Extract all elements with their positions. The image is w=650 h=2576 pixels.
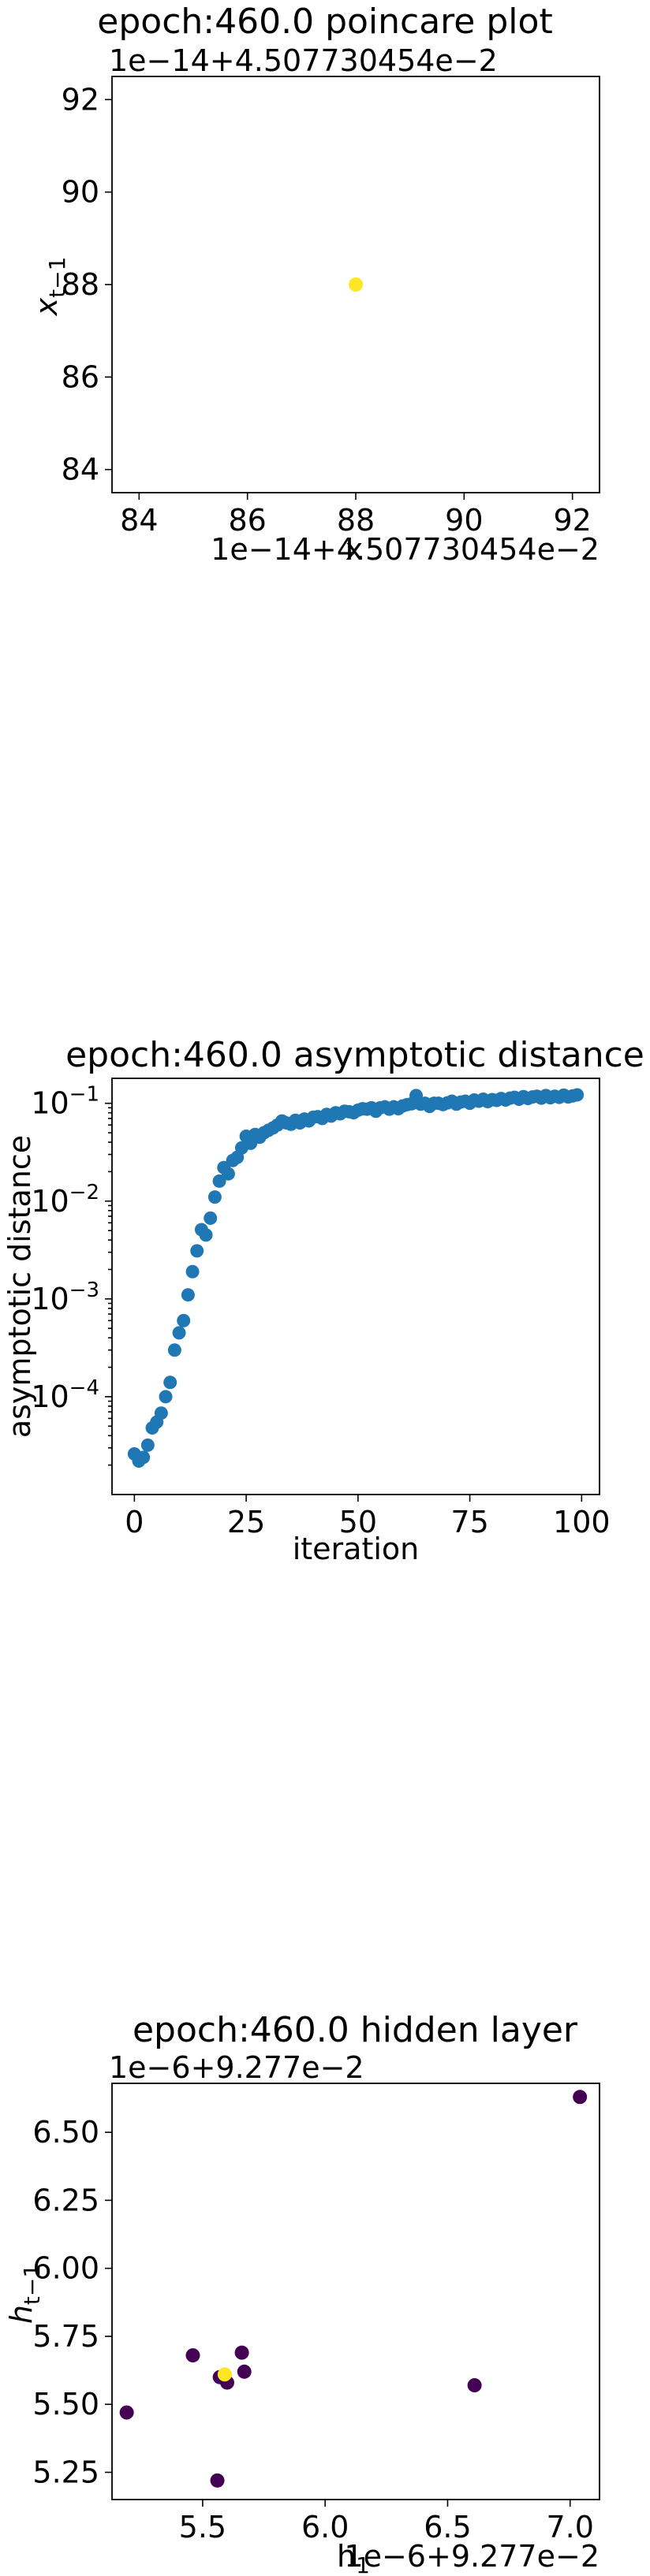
y-tick-label: 10−4: [31, 1376, 99, 1414]
data-point: [185, 2348, 200, 2363]
data-point: [154, 1406, 168, 1420]
x-axis-label: x: [346, 532, 364, 567]
y-tick-label: 10−3: [31, 1279, 99, 1316]
y-tick-label: 5.50: [32, 2387, 99, 2422]
y-tick-label: 6.25: [32, 2183, 99, 2217]
data-point: [217, 2367, 232, 2382]
data-point: [570, 1088, 585, 1102]
y-axis-label: xt−1: [29, 257, 70, 317]
data-point: [185, 1264, 200, 1279]
data-point: [140, 1438, 155, 1452]
y-tick-label: 6.00: [32, 2251, 99, 2286]
x-tick-label: 5.5: [179, 2510, 226, 2544]
plot-frame: [111, 76, 600, 493]
y-tick-label: 5.75: [32, 2319, 99, 2354]
chart-title: epoch:460.0 poincare plot: [97, 2, 552, 42]
x-axis-label: h1: [337, 2539, 370, 2576]
x-tick-label: 90: [445, 503, 483, 538]
data-point: [212, 1174, 226, 1188]
data-point: [204, 1211, 218, 1225]
y-tick-label: 6.50: [32, 2115, 99, 2150]
y-tick-label: 90: [62, 175, 99, 210]
y-tick-label: 10−2: [31, 1181, 99, 1219]
y-offset-label: 1e−14+4.507730454e−2: [109, 43, 498, 78]
data-point: [181, 1288, 195, 1302]
x-offset-label: 1e−6+9.277e−2: [344, 2539, 600, 2574]
data-point: [221, 1167, 235, 1181]
x-axis-label: iteration: [293, 1532, 420, 1566]
y-axis-label: asymptotic distance: [2, 1135, 37, 1438]
x-tick-label: 6.0: [301, 2510, 349, 2544]
data-point: [163, 1375, 177, 1390]
y-tick-label: 88: [62, 267, 99, 302]
x-tick-label: 50: [339, 1505, 377, 1539]
x-tick-label: 86: [228, 503, 266, 538]
y-tick-label: 86: [62, 359, 99, 394]
data-point: [190, 1244, 204, 1258]
data-point: [573, 2090, 588, 2105]
x-tick-label: 6.5: [424, 2510, 471, 2544]
chart-title: epoch:460.0 asymptotic distance: [65, 1035, 644, 1075]
data-point: [207, 1190, 222, 1204]
x-tick-label: 88: [337, 503, 375, 538]
data-point: [234, 2345, 249, 2360]
y-tick-label: 10−1: [31, 1083, 99, 1121]
x-tick-label: 84: [120, 503, 158, 538]
data-point: [172, 1326, 186, 1340]
poincare-plot-chart: epoch:460.0 poincare plot 1e−14+4.507730…: [29, 2, 600, 567]
data-point: [167, 1343, 181, 1357]
data-point: [159, 1390, 173, 1404]
data-point: [210, 2473, 225, 2488]
data-point: [136, 1450, 151, 1465]
y-offset-label: 1e−6+9.277e−2: [109, 2050, 364, 2085]
data-point: [467, 2378, 482, 2393]
plot-frame: [111, 1078, 600, 1495]
y-axis-label: ht−1: [4, 2264, 45, 2324]
x-tick-label: 92: [553, 503, 591, 538]
x-tick-label: 25: [227, 1505, 265, 1539]
x-tick-label: 7.0: [547, 2510, 594, 2544]
data-point: [237, 2364, 252, 2379]
data-point: [199, 1228, 213, 1242]
hidden-layer-chart: epoch:460.0 hidden layer 1e−6+9.277e−2 5…: [4, 2010, 600, 2576]
y-tick-label: 84: [62, 452, 99, 487]
data-point: [119, 2405, 134, 2420]
data-point: [349, 277, 363, 292]
plot-frame: [111, 2083, 600, 2500]
chart-title: epoch:460.0 hidden layer: [133, 2010, 578, 2050]
asymptotic-distance-chart: epoch:460.0 asymptotic distance 10−1 10−2…: [2, 1035, 644, 1566]
x-tick-label: 100: [553, 1505, 611, 1539]
data-point: [177, 1313, 191, 1327]
y-tick-label: 5.25: [32, 2455, 99, 2489]
x-tick-label: 0: [125, 1505, 144, 1539]
x-offset-label: 1e−14+4.507730454e−2: [211, 532, 600, 567]
y-tick-label: 92: [62, 82, 99, 117]
x-tick-label: 75: [450, 1505, 488, 1539]
